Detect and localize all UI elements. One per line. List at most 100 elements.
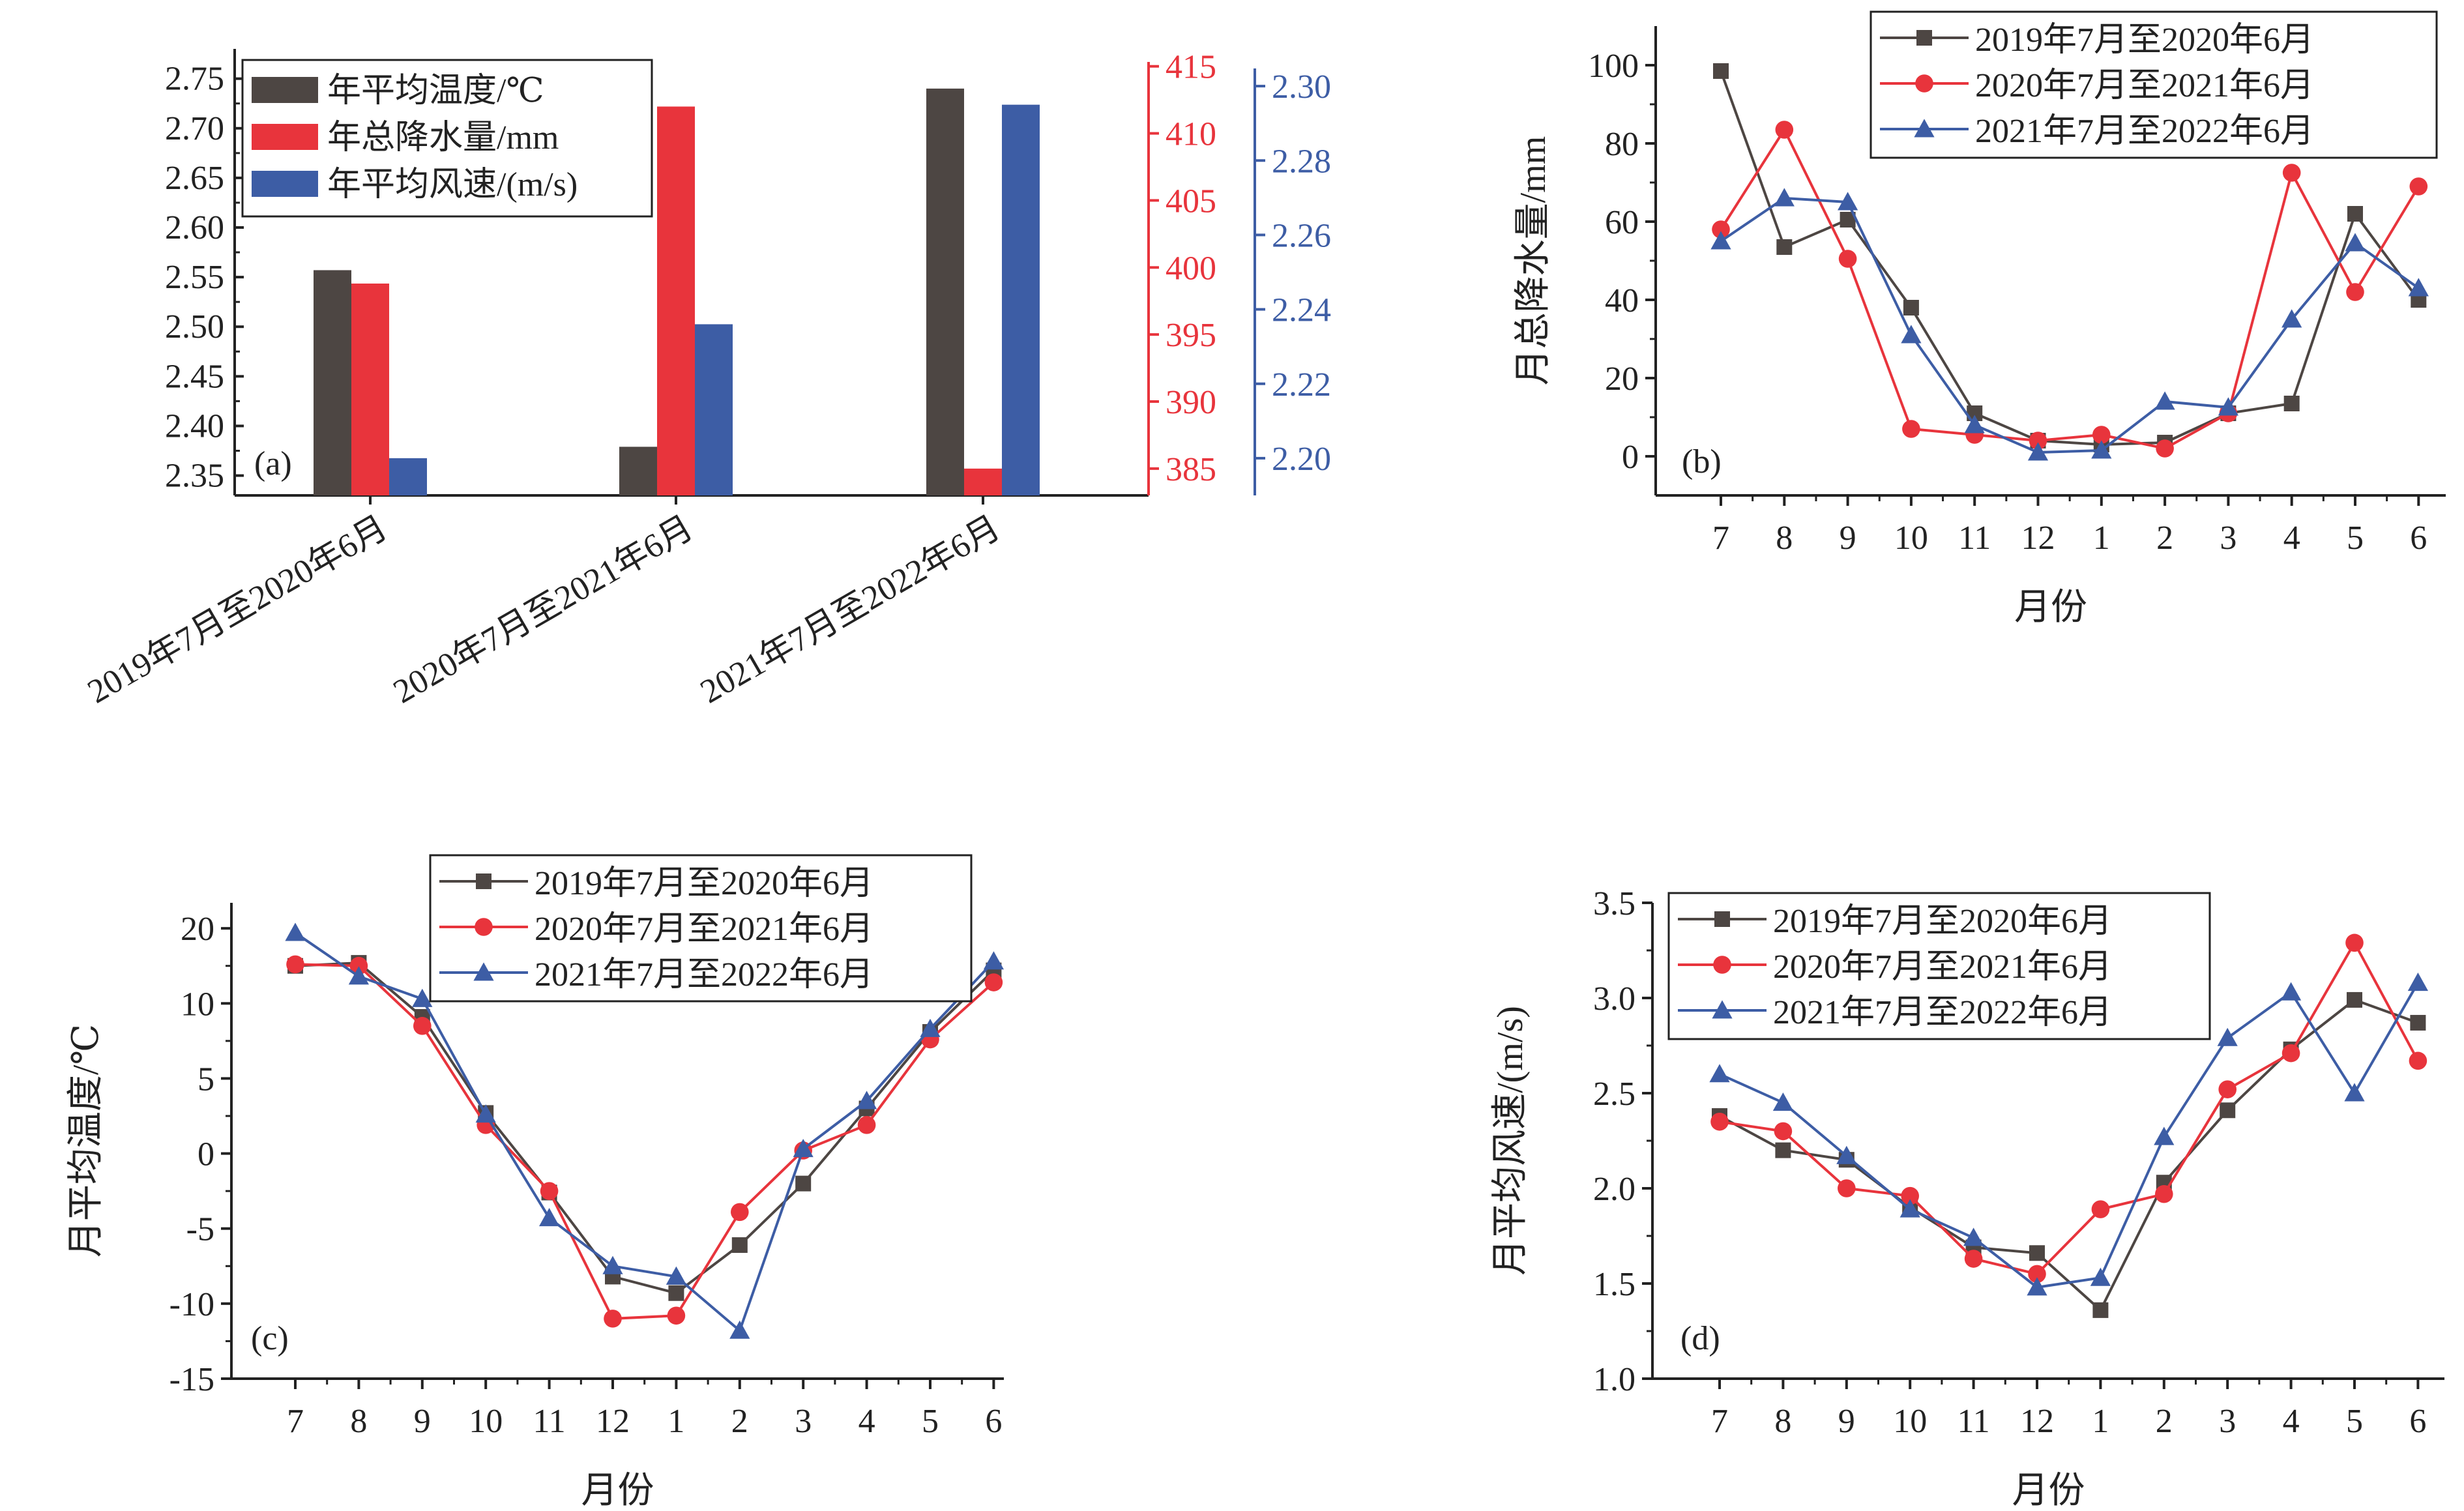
data-point-1 [795,1175,812,1192]
data-point-3 [983,951,1004,970]
panel-label-d: (d) [1680,1320,1720,1357]
data-point-2 [2155,1184,2173,1203]
panel-label-c: (c) [251,1320,289,1357]
data-point-3 [2281,982,2302,1001]
y-tick-label: 1.0 [1593,1361,1635,1398]
y-axis-label: 月平均风速/(m/s) [1490,1006,1531,1276]
x-axis-label: 月份 [2012,1471,2085,1511]
data-point-1 [668,1285,684,1301]
x-tick-label: 12 [2020,1403,2054,1440]
data-point-3 [2090,1267,2111,1286]
data-point-1 [1713,63,1729,79]
left-y-tick-label: 2.70 [165,110,224,147]
data-point-3 [1901,325,1922,344]
legend-swatch [252,77,318,103]
bar-1-2 [619,447,657,495]
data-point-3 [475,1104,496,1123]
x-tick-label: 8 [350,1403,367,1440]
category-label: 2019年7月至2020年6月 [81,509,394,711]
red-y-tick-label: 410 [1166,116,1216,153]
data-point-3 [1710,231,1731,250]
data-point-2 [604,1310,622,1328]
data-point-3 [2027,442,2049,461]
y-tick-label: 10 [181,986,214,1023]
x-tick-label: 7 [1711,1403,1728,1440]
series-line-2 [1719,940,2420,1276]
x-tick-label: 12 [2021,520,2055,557]
data-point-2 [1838,1179,1856,1197]
data-point-2 [2281,1044,2300,1063]
legend-label: 年总降水量/mm [327,119,559,156]
data-point-3 [666,1266,686,1285]
series-line-2 [295,963,995,1320]
data-point-2 [2282,164,2301,182]
red-y-tick-label: 405 [1166,183,1216,220]
bar-2-1 [351,283,389,495]
data-point-3 [2154,391,2175,410]
x-tick-label: 4 [2283,1403,2300,1440]
x-tick-label: 3 [795,1403,812,1440]
y-tick-label: 2.0 [1593,1171,1635,1208]
data-point-2 [1964,1250,1983,1268]
x-tick-label: 3 [2220,520,2237,557]
blue-y-tick-label: 2.20 [1272,441,1331,478]
left-y-tick-label: 2.65 [165,160,224,197]
legend-swatch [252,124,318,150]
legend-marker [1916,30,1932,46]
x-tick-label: 2 [2156,1403,2173,1440]
data-point-3 [348,966,369,985]
legend-marker [1914,119,1935,138]
x-tick-label: 6 [2410,520,2427,557]
data-point-2 [2345,933,2364,952]
legend-label: 2020年7月至2021年6月 [1773,948,2112,986]
legend-label: 2019年7月至2020年6月 [1773,903,2112,940]
data-point-3 [2027,1277,2047,1296]
legend-label: 2019年7月至2020年6月 [535,865,873,902]
data-point-2 [2409,1051,2427,1070]
x-tick-label: 9 [1838,1403,1855,1440]
y-tick-label: -10 [169,1286,214,1323]
x-tick-label: 1 [2092,1403,2109,1440]
left-y-tick-label: 2.55 [165,259,224,296]
series-line-1 [295,961,995,1295]
series-line-1 [1720,70,2420,447]
x-tick-label: 12 [596,1403,630,1440]
legend-label: 2019年7月至2020年6月 [1975,22,2314,59]
left-y-tick-label: 2.60 [165,209,224,246]
data-point-3 [2218,397,2238,416]
y-tick-label: 20 [1605,360,1639,398]
y-tick-label: 0 [1622,439,1639,476]
red-y-tick-label: 415 [1166,49,1216,86]
red-y-tick-label: 395 [1166,317,1216,354]
data-point-2 [731,1203,749,1222]
data-point-3 [1838,192,1858,211]
data-point-3 [285,922,306,941]
blue-y-tick-label: 2.22 [1272,366,1331,403]
data-point-3 [1772,1093,1793,1111]
bar-3-2 [695,324,733,495]
data-point-2 [2346,283,2364,301]
left-y-tick-label: 2.35 [165,458,224,495]
y-tick-label: 5 [198,1061,214,1098]
legend-marker [473,962,494,981]
data-point-2 [2156,439,2174,458]
series-line-2 [1720,126,2420,450]
legend-label: 2021年7月至2022年6月 [1975,113,2314,150]
data-point-2 [2409,177,2428,196]
data-point-1 [2220,1102,2236,1119]
y-tick-label: 100 [1588,48,1639,85]
panel-label-a: (a) [254,445,292,482]
data-point-3 [729,1320,750,1339]
data-point-2 [1901,1186,1919,1205]
data-point-1 [2347,206,2363,222]
x-tick-label: 4 [2283,520,2300,557]
x-tick-label: 5 [2347,520,2364,557]
x-tick-label: 5 [2346,1403,2363,1440]
left-y-tick-label: 2.50 [165,308,224,345]
data-point-2 [1710,1113,1729,1131]
y-tick-label: 60 [1605,204,1639,241]
data-point-2 [2091,1200,2110,1218]
data-point-3 [2344,1083,2365,1102]
x-tick-label: 10 [1894,520,1928,557]
